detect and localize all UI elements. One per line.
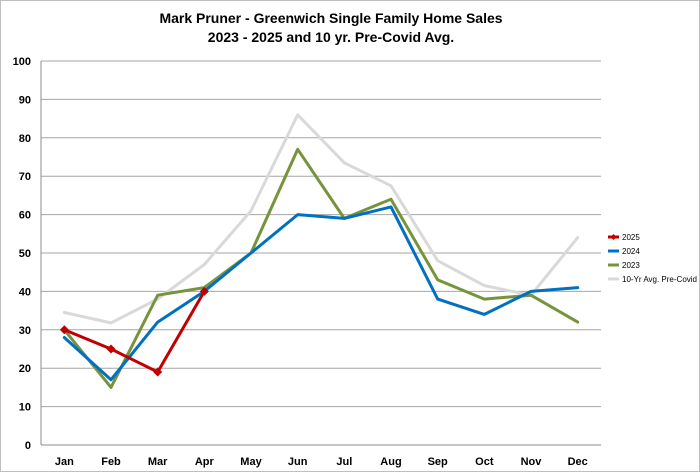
data-point-marker	[106, 344, 116, 354]
x-tick-label: Feb	[101, 456, 121, 468]
data-point-marker	[59, 325, 69, 335]
x-tick-label: Aug	[380, 456, 401, 468]
legend-label: 2023	[622, 261, 640, 270]
legend-label: 2025	[622, 233, 640, 242]
legend-label: 10-Yr Avg. Pre-Covid	[622, 275, 697, 284]
chart-subtitle: 2023 - 2025 and 10 yr. Pre-Covid Avg.	[207, 29, 455, 45]
x-tick-label: Sep	[428, 456, 448, 468]
x-tick-label: Nov	[521, 456, 543, 468]
y-tick-label: 10	[19, 402, 31, 414]
x-tick-label: Jun	[288, 456, 308, 468]
x-tick-label: Oct	[475, 456, 494, 468]
series-line-10-yr-avg-pre-covid	[62, 113, 580, 325]
y-tick-label: 100	[13, 56, 31, 68]
series-line-2023	[62, 147, 580, 389]
legend-label: 2024	[622, 247, 640, 256]
x-tick-label: May	[240, 456, 262, 468]
y-tick-label: 40	[19, 286, 31, 298]
y-tick-label: 20	[19, 363, 31, 375]
x-tick-label: Dec	[568, 456, 588, 468]
data-point-marker	[153, 367, 163, 377]
chart-title-block: Mark Pruner - Greenwich Single Family Ho…	[1, 9, 661, 47]
series-line-2025	[62, 289, 206, 374]
y-tick-label: 90	[19, 94, 31, 106]
y-tick-label: 60	[19, 210, 31, 222]
y-tick-label: 0	[25, 440, 31, 452]
y-tick-label: 70	[19, 171, 31, 183]
data-point-marker	[199, 286, 209, 296]
legend-marker	[610, 234, 617, 240]
y-tick-label: 80	[19, 133, 31, 145]
x-tick-label: Jul	[336, 456, 352, 468]
y-tick-label: 50	[19, 248, 31, 260]
x-tick-label: Apr	[195, 456, 215, 468]
x-tick-label: Mar	[148, 456, 168, 468]
y-tick-label: 30	[19, 325, 31, 337]
series-line-2024	[62, 205, 580, 382]
x-tick-label: Jan	[55, 456, 74, 468]
chart-title: Mark Pruner - Greenwich Single Family Ho…	[159, 10, 503, 26]
